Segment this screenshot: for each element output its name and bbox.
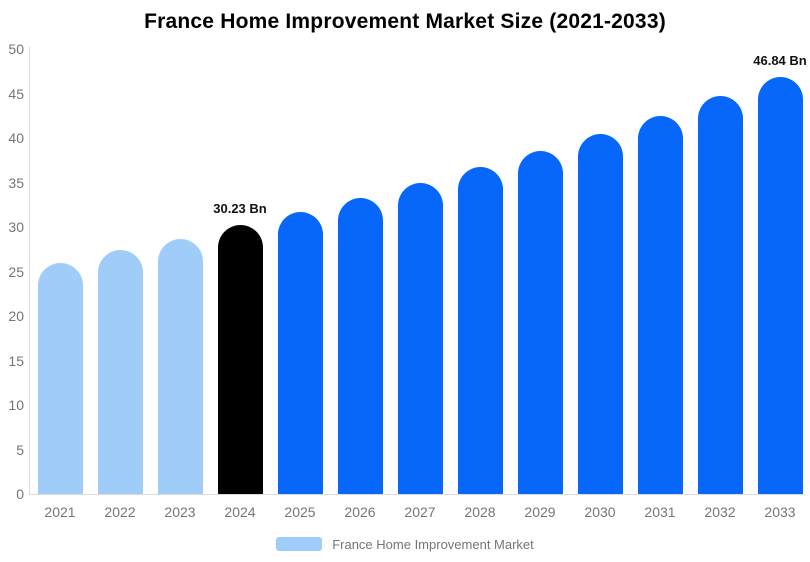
x-axis-line xyxy=(29,494,805,495)
bar-2033[interactable] xyxy=(757,77,803,494)
x-axis-tick-label: 2029 xyxy=(524,504,556,520)
x-axis-tick-label: 2027 xyxy=(404,504,436,520)
bar-2021[interactable] xyxy=(37,263,83,494)
y-axis-tick-label: 35 xyxy=(8,174,24,191)
y-axis-tick-label: 40 xyxy=(8,130,24,146)
legend-label: France Home Improvement Market xyxy=(332,536,534,552)
x-axis-tick-label: 2033 xyxy=(764,504,796,520)
bar-2031[interactable] xyxy=(637,115,683,494)
y-axis-tick-label: 0 xyxy=(16,486,24,502)
x-axis-tick-label: 2026 xyxy=(344,504,376,520)
bar-2023[interactable] xyxy=(157,238,203,494)
bar-2032[interactable] xyxy=(697,96,743,494)
bar-2029[interactable] xyxy=(517,151,563,494)
x-axis-tick-label: 2025 xyxy=(284,504,316,520)
bar-2027[interactable] xyxy=(397,182,443,494)
y-axis-tick-label: 30 xyxy=(8,219,24,235)
bar-value-label-2024: 30.23 Bn xyxy=(213,200,267,216)
chart-title: France Home Improvement Market Size (202… xyxy=(144,10,666,33)
bar-2024[interactable] xyxy=(217,224,263,494)
y-axis-tick-label: 15 xyxy=(8,352,24,369)
bar-value-label-2033: 46.84 Bn xyxy=(753,53,807,69)
legend-item[interactable]: France Home Improvement Market xyxy=(0,534,810,554)
y-axis-tick-label: 5 xyxy=(16,441,24,458)
x-axis-tick-label: 2032 xyxy=(704,504,736,520)
x-axis-tick-label: 2021 xyxy=(44,504,76,520)
x-axis-tick-label: 2023 xyxy=(164,504,196,520)
x-axis-tick-label: 2022 xyxy=(104,504,136,520)
x-axis-tick-label: 2030 xyxy=(584,504,616,520)
bar-2030[interactable] xyxy=(577,133,623,494)
x-axis-tick-label: 2031 xyxy=(644,504,676,520)
y-axis-tick-label: 25 xyxy=(8,263,24,280)
y-axis-line xyxy=(29,47,30,495)
y-axis-tick-label: 10 xyxy=(8,397,24,413)
legend-swatch xyxy=(276,537,323,551)
bar-2025[interactable] xyxy=(277,211,323,494)
y-axis-tick-label: 20 xyxy=(8,308,24,324)
bar-2022[interactable] xyxy=(97,250,143,494)
y-axis-tick-label: 50 xyxy=(8,41,24,57)
x-axis-tick-label: 2024 xyxy=(224,504,256,520)
x-axis-tick-label: 2028 xyxy=(464,504,496,520)
y-axis-tick-label: 45 xyxy=(8,85,24,102)
bar-2026[interactable] xyxy=(337,197,383,494)
bar-2028[interactable] xyxy=(457,167,503,494)
